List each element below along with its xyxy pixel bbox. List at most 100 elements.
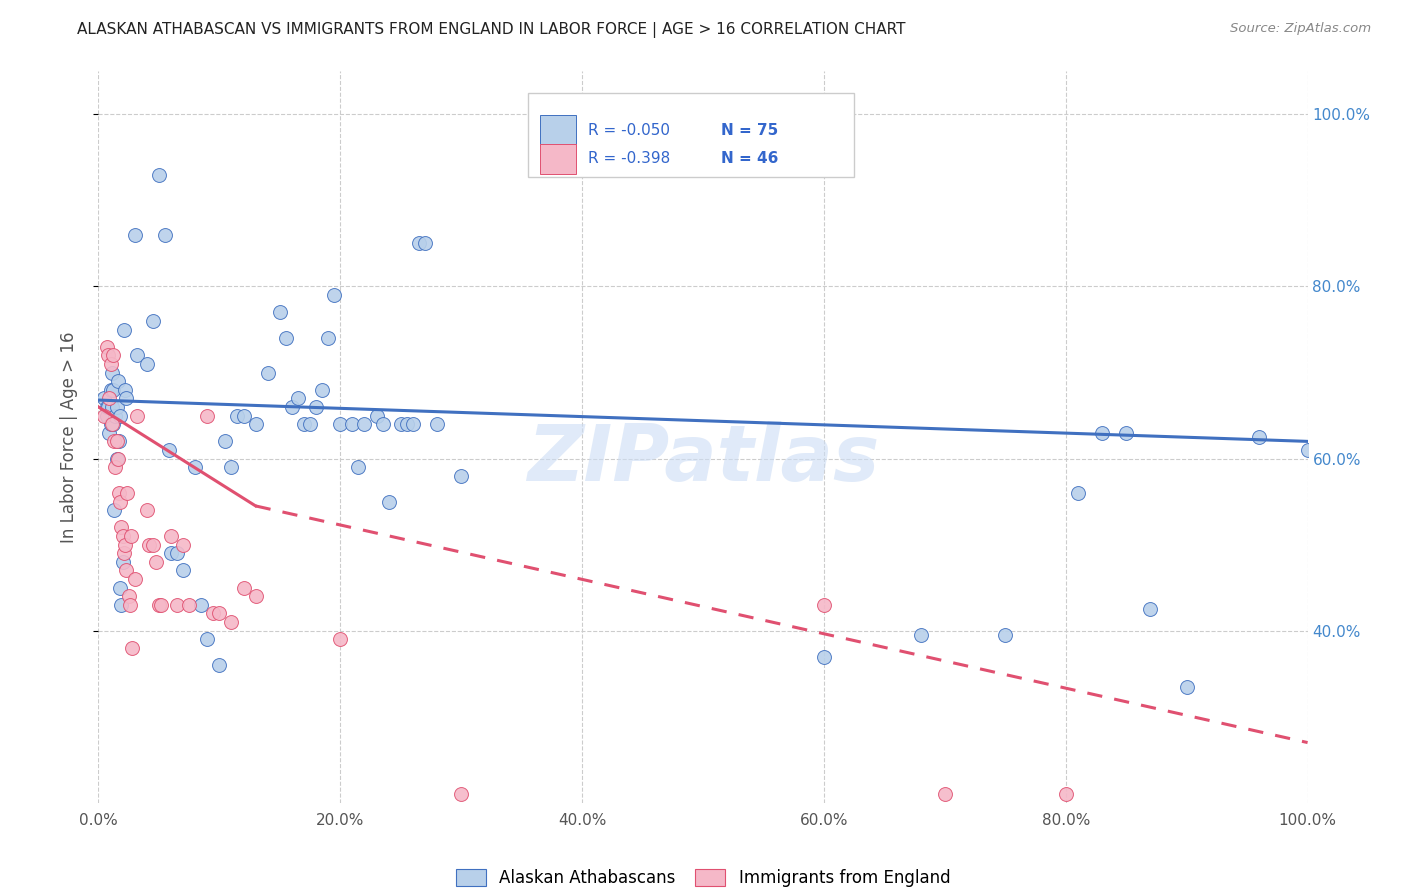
- Text: ZIPatlas: ZIPatlas: [527, 421, 879, 497]
- Point: [813, 649, 835, 664]
- Point: [179, 598, 201, 612]
- Point: [287, 392, 309, 406]
- Point: [112, 322, 135, 336]
- Point: [100, 383, 122, 397]
- Point: [100, 366, 122, 380]
- Point: [226, 409, 249, 423]
- Point: [329, 417, 352, 432]
- Point: [347, 460, 370, 475]
- Point: [111, 555, 134, 569]
- Point: [426, 417, 449, 432]
- Point: [413, 236, 436, 251]
- Point: [115, 564, 138, 578]
- Point: [142, 538, 165, 552]
- Point: [1067, 486, 1090, 500]
- Point: [105, 434, 128, 449]
- Point: [299, 417, 322, 432]
- Point: [245, 417, 267, 432]
- Point: [97, 400, 120, 414]
- Point: [450, 787, 472, 801]
- Point: [910, 628, 932, 642]
- Point: [118, 598, 141, 612]
- Point: [221, 460, 243, 475]
- Point: [100, 400, 122, 414]
- Point: [110, 520, 132, 534]
- Text: N = 75: N = 75: [721, 123, 779, 138]
- Point: [108, 581, 131, 595]
- Point: [305, 400, 328, 414]
- Point: [353, 417, 375, 432]
- Point: [232, 581, 254, 595]
- Point: [934, 787, 956, 801]
- Point: [108, 486, 131, 500]
- Point: [274, 331, 297, 345]
- FancyBboxPatch shape: [540, 144, 576, 174]
- Point: [121, 640, 143, 655]
- Point: [245, 589, 267, 603]
- Point: [1054, 787, 1077, 801]
- Point: [110, 598, 132, 612]
- Point: [108, 409, 131, 423]
- Point: [329, 632, 352, 647]
- Point: [160, 529, 183, 543]
- Point: [107, 374, 129, 388]
- Point: [813, 598, 835, 612]
- Point: [166, 546, 188, 560]
- Point: [195, 632, 218, 647]
- Text: ALASKAN ATHABASCAN VS IMMIGRANTS FROM ENGLAND IN LABOR FORCE | AGE > 16 CORRELAT: ALASKAN ATHABASCAN VS IMMIGRANTS FROM EN…: [77, 22, 905, 38]
- Point: [1249, 430, 1271, 444]
- Point: [160, 546, 183, 560]
- Text: Source: ZipAtlas.com: Source: ZipAtlas.com: [1230, 22, 1371, 36]
- Point: [221, 615, 243, 629]
- Point: [166, 598, 188, 612]
- Point: [93, 392, 115, 406]
- Point: [269, 305, 291, 319]
- Point: [104, 409, 127, 423]
- Point: [114, 538, 136, 552]
- Text: N = 46: N = 46: [721, 152, 779, 167]
- Point: [148, 598, 170, 612]
- Point: [214, 434, 236, 449]
- Point: [103, 434, 125, 449]
- Point: [124, 572, 146, 586]
- Point: [127, 348, 149, 362]
- Point: [101, 348, 124, 362]
- Point: [98, 392, 121, 406]
- Point: [105, 451, 128, 466]
- Point: [93, 409, 115, 423]
- Text: R = -0.050: R = -0.050: [588, 123, 671, 138]
- Point: [371, 417, 394, 432]
- Point: [184, 460, 207, 475]
- Point: [994, 628, 1017, 642]
- Point: [389, 417, 412, 432]
- Y-axis label: In Labor Force | Age > 16: In Labor Force | Age > 16: [59, 331, 77, 543]
- Point: [208, 607, 231, 621]
- Point: [107, 451, 129, 466]
- Point: [100, 417, 122, 432]
- Point: [104, 460, 127, 475]
- Point: [292, 417, 315, 432]
- Point: [323, 288, 346, 302]
- Point: [114, 383, 136, 397]
- Point: [145, 555, 167, 569]
- Point: [124, 227, 146, 242]
- Point: [96, 400, 118, 414]
- Point: [395, 417, 418, 432]
- Point: [101, 417, 124, 432]
- Point: [135, 357, 157, 371]
- Point: [138, 538, 160, 552]
- FancyBboxPatch shape: [527, 94, 855, 178]
- Point: [148, 168, 170, 182]
- Point: [172, 538, 194, 552]
- Point: [153, 227, 176, 242]
- Point: [202, 607, 225, 621]
- Point: [342, 417, 364, 432]
- Point: [142, 314, 165, 328]
- Point: [1139, 602, 1161, 616]
- Point: [311, 383, 333, 397]
- Point: [135, 503, 157, 517]
- Point: [108, 434, 131, 449]
- Point: [127, 409, 149, 423]
- Point: [120, 529, 142, 543]
- Point: [112, 546, 135, 560]
